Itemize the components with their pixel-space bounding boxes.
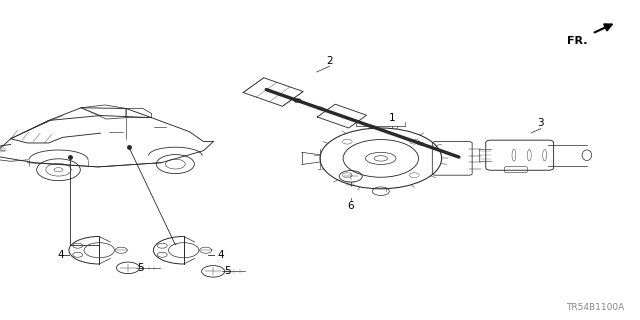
Text: 4: 4: [217, 250, 223, 260]
Circle shape: [294, 99, 301, 102]
Text: TR54B1100A: TR54B1100A: [566, 303, 624, 312]
Text: 5: 5: [224, 266, 230, 276]
Text: 6: 6: [348, 201, 354, 211]
Text: 5: 5: [138, 263, 144, 273]
Text: 3: 3: [538, 118, 544, 128]
Text: 1: 1: [388, 113, 395, 123]
Text: 4: 4: [58, 250, 64, 260]
Text: 2: 2: [326, 56, 333, 66]
Text: FR.: FR.: [567, 36, 588, 46]
